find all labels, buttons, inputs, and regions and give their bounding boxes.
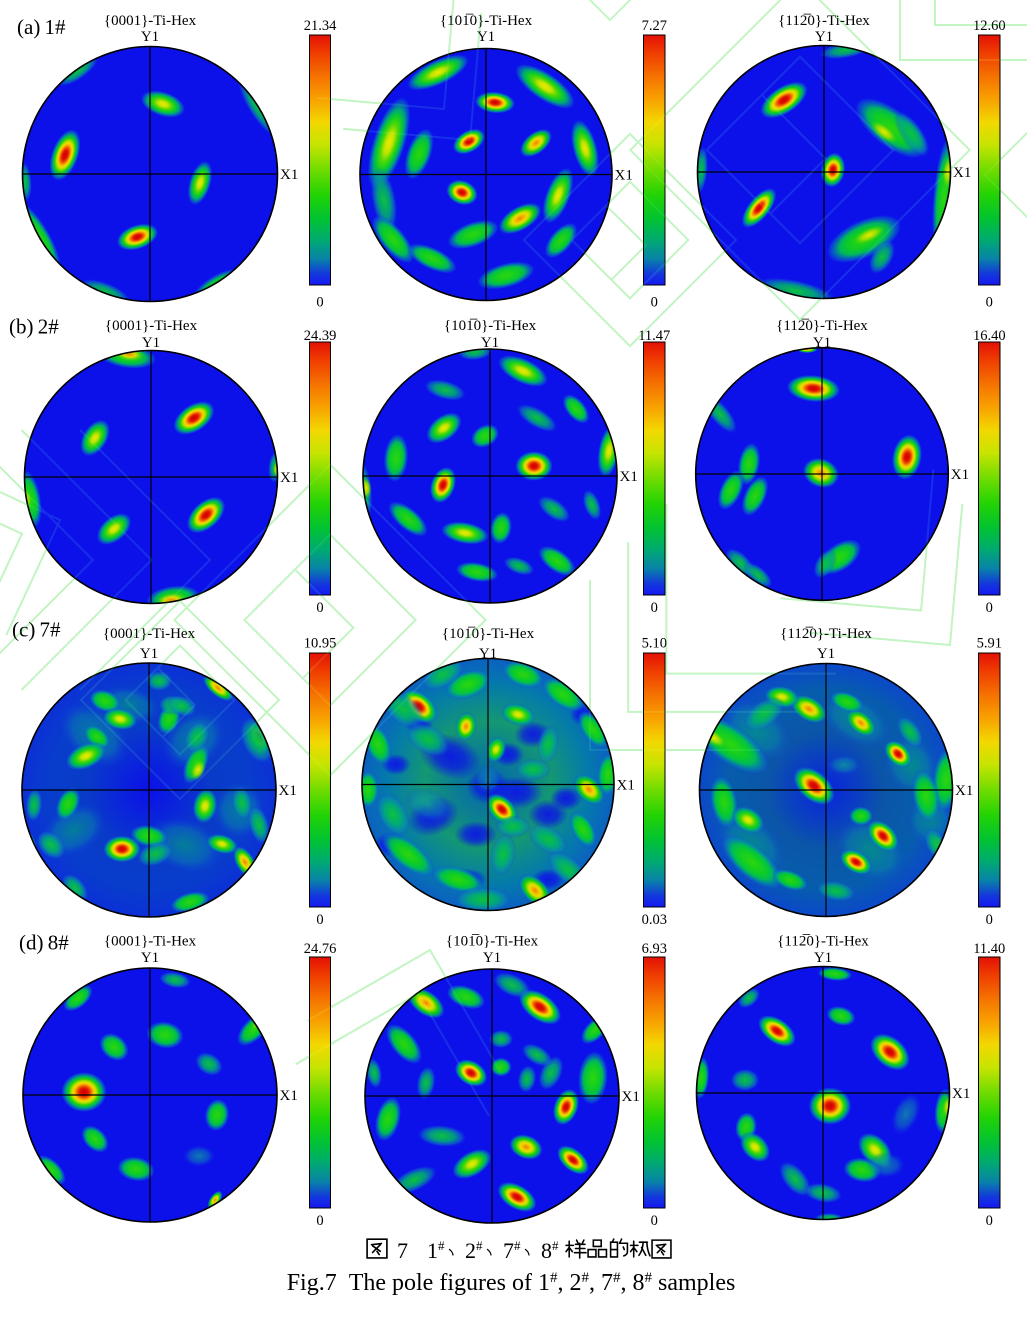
svg-text:X1: X1 (622, 1089, 640, 1105)
svg-text:Y1: Y1 (817, 646, 835, 662)
svg-text:{112̅0}-Ti-Hex: {112̅0}-Ti-Hex (777, 934, 869, 950)
svg-text:X1: X1 (615, 168, 633, 184)
svg-text:10.95: 10.95 (304, 636, 337, 652)
svg-text:Y1: Y1 (477, 29, 495, 45)
svg-text:5.91: 5.91 (977, 636, 1002, 652)
svg-text:Y1: Y1 (141, 950, 159, 966)
svg-text:Y1: Y1 (479, 646, 497, 662)
svg-text:X1: X1 (955, 783, 973, 799)
svg-text:Y1: Y1 (141, 29, 159, 45)
svg-text:16.40: 16.40 (973, 328, 1006, 344)
svg-text:X1: X1 (953, 165, 971, 181)
svg-text:{0001}-Ti-Hex: {0001}-Ti-Hex (105, 318, 198, 334)
svg-text:(c) 7#: (c) 7# (12, 618, 61, 642)
svg-text:Y1: Y1 (140, 646, 158, 662)
svg-text:7.27: 7.27 (642, 18, 667, 34)
svg-text:0.03: 0.03 (642, 912, 667, 928)
svg-text:(b) 2#: (b) 2# (9, 315, 59, 339)
svg-text:(d) 8#: (d) 8# (19, 931, 69, 955)
svg-text:0: 0 (986, 295, 993, 311)
svg-text:{0001}-Ti-Hex: {0001}-Ti-Hex (104, 934, 197, 950)
svg-text:11.47: 11.47 (638, 328, 670, 344)
svg-text:0: 0 (651, 295, 658, 311)
svg-text:{0001}-Ti-Hex: {0001}-Ti-Hex (104, 13, 197, 29)
svg-text:{101̅0}-Ti-Hex: {101̅0}-Ti-Hex (444, 318, 537, 334)
svg-text:X1: X1 (620, 469, 638, 485)
svg-text:Y1: Y1 (483, 950, 501, 966)
svg-text:X1: X1 (617, 778, 635, 794)
svg-text:{112̅0}-Ti-Hex: {112̅0}-Ti-Hex (776, 318, 868, 334)
svg-text:7: 7 (397, 1238, 408, 1263)
svg-text:X1: X1 (952, 1086, 970, 1102)
svg-text:X1: X1 (280, 1088, 298, 1104)
svg-text:24.76: 24.76 (304, 941, 337, 957)
svg-text:0: 0 (986, 600, 993, 616)
svg-text:0: 0 (651, 600, 658, 616)
svg-text:12.60: 12.60 (973, 18, 1006, 34)
svg-text:{0001}-Ti-Hex: {0001}-Ti-Hex (103, 626, 196, 642)
svg-text:Fig.7 The pole figures of 1#,: Fig.7 The pole figures of 1#, 2#, 7#, 8#… (287, 1270, 736, 1296)
svg-text:Y1: Y1 (813, 335, 831, 351)
svg-text:(a) 1#: (a) 1# (17, 15, 66, 39)
svg-text:0: 0 (316, 600, 323, 616)
svg-text:0: 0 (316, 912, 323, 928)
svg-text:Y1: Y1 (481, 335, 499, 351)
svg-text:6.93: 6.93 (642, 941, 667, 957)
svg-text:{112̅0}-Ti-Hex: {112̅0}-Ti-Hex (778, 13, 870, 29)
svg-text:X1: X1 (280, 470, 298, 486)
svg-text:0: 0 (316, 1213, 323, 1229)
svg-text:0: 0 (316, 295, 323, 311)
svg-text:24.39: 24.39 (304, 328, 337, 344)
svg-text:Y1: Y1 (142, 335, 160, 351)
svg-text:0: 0 (986, 912, 993, 928)
svg-text:Y1: Y1 (814, 950, 832, 966)
svg-text:5.10: 5.10 (642, 636, 667, 652)
svg-text:21.34: 21.34 (304, 18, 337, 34)
svg-text:0: 0 (651, 1213, 658, 1229)
svg-text:X1: X1 (951, 467, 969, 483)
svg-text:Y1: Y1 (815, 29, 833, 45)
svg-text:{101̅0}-Ti-Hex: {101̅0}-Ti-Hex (446, 934, 539, 950)
svg-text:X1: X1 (280, 167, 298, 183)
svg-text:{101̅0}-Ti-Hex: {101̅0}-Ti-Hex (440, 13, 533, 29)
svg-text:{101̅0}-Ti-Hex: {101̅0}-Ti-Hex (442, 626, 535, 642)
svg-text:0: 0 (986, 1213, 993, 1229)
svg-text:X1: X1 (279, 783, 297, 799)
svg-text:11.40: 11.40 (973, 941, 1005, 957)
